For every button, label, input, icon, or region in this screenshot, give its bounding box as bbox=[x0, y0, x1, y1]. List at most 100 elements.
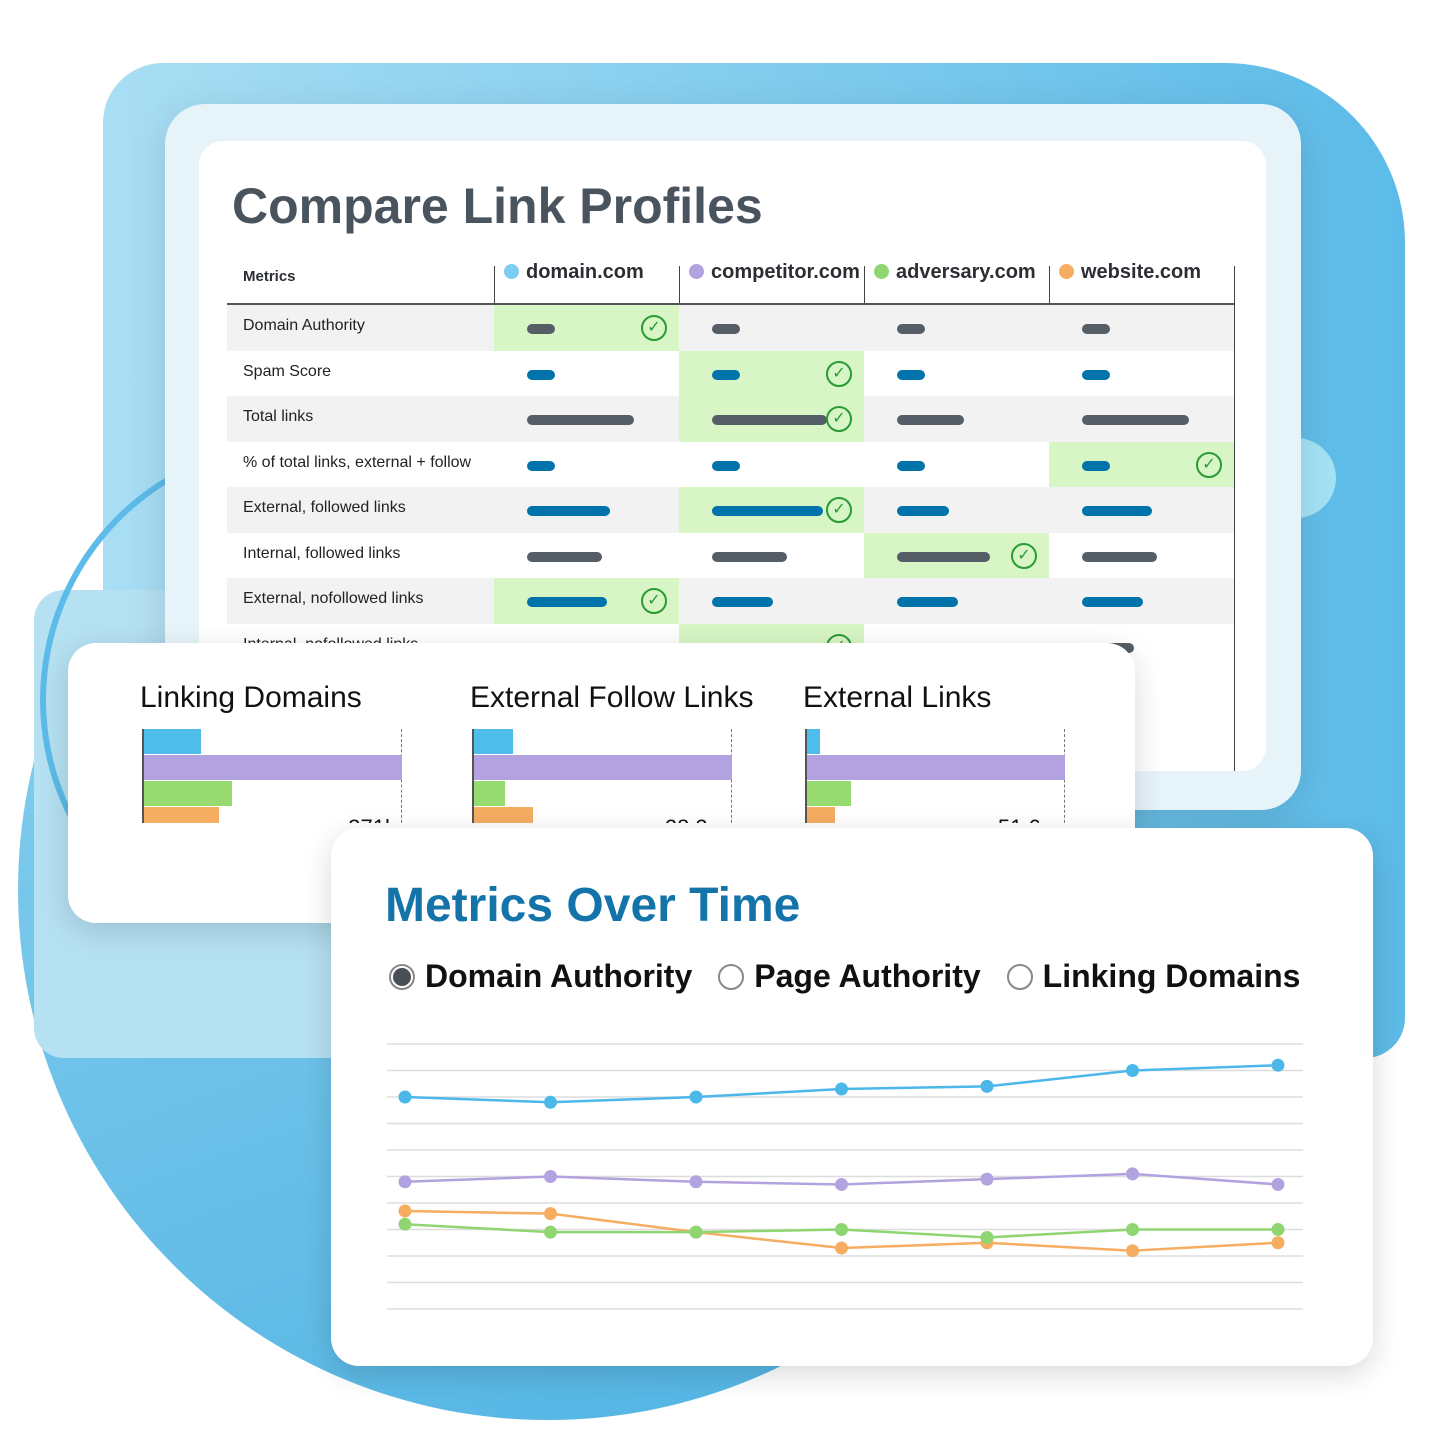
data-point[interactable] bbox=[689, 1225, 703, 1239]
metric-cell bbox=[494, 351, 679, 397]
metric-bar bbox=[527, 551, 602, 562]
metrics-over-time-card: Metrics Over Time Domain Authority Page A… bbox=[331, 828, 1373, 1366]
column-header-competitor-com[interactable]: competitor.com bbox=[689, 261, 860, 284]
radio-label: Page Authority bbox=[754, 958, 981, 994]
metric-cell: ✓ bbox=[679, 396, 864, 442]
bar-competitor bbox=[474, 755, 732, 780]
horizontal-bar-chart: 28.2m bbox=[472, 729, 732, 840]
column-header-adversary-com[interactable]: adversary.com bbox=[874, 261, 1036, 284]
bar-adversary bbox=[474, 781, 505, 806]
check-circle-icon: ✓ bbox=[641, 315, 667, 341]
radio-circle-icon[interactable] bbox=[389, 963, 415, 990]
data-point[interactable] bbox=[689, 1090, 703, 1104]
data-point[interactable] bbox=[835, 1223, 848, 1236]
metric-cell bbox=[1049, 351, 1234, 397]
bar-domain bbox=[474, 729, 513, 754]
data-point[interactable] bbox=[980, 1079, 994, 1093]
radio-label: Linking Domains bbox=[1042, 958, 1301, 994]
data-point[interactable] bbox=[980, 1230, 994, 1244]
check-circle-icon: ✓ bbox=[641, 588, 667, 614]
summary-external-links: External Links 51.6m bbox=[803, 681, 1065, 840]
radio-page-authority[interactable]: Page Authority bbox=[718, 958, 981, 995]
metric-cell bbox=[1049, 305, 1234, 351]
data-point[interactable] bbox=[398, 1217, 412, 1231]
metric-cell bbox=[494, 533, 679, 579]
summary-linking-domains: Linking Domains 371k bbox=[140, 681, 402, 840]
metric-bar bbox=[897, 369, 925, 380]
metric-cell: ✓ bbox=[494, 578, 679, 624]
metric-cell bbox=[1049, 396, 1234, 442]
table-row: Domain Authority ✓ bbox=[227, 305, 1234, 351]
metric-bar bbox=[712, 506, 823, 516]
metric-bar bbox=[1082, 324, 1110, 334]
line-chart bbox=[387, 1043, 1303, 1310]
data-point[interactable] bbox=[544, 1170, 557, 1183]
data-point[interactable] bbox=[835, 1082, 848, 1096]
metric-bar bbox=[897, 551, 990, 562]
metric-bar bbox=[1082, 506, 1152, 516]
data-point[interactable] bbox=[1126, 1223, 1139, 1236]
data-point[interactable] bbox=[544, 1095, 557, 1109]
data-point[interactable] bbox=[1271, 1236, 1285, 1250]
radio-linking-domains[interactable]: Linking Domains bbox=[1006, 958, 1301, 995]
metric-cell bbox=[679, 305, 864, 351]
data-point[interactable] bbox=[398, 1090, 412, 1104]
bar-competitor bbox=[144, 755, 402, 780]
bar-adversary bbox=[807, 781, 851, 806]
column-header-website-com[interactable]: website.com bbox=[1059, 261, 1201, 284]
data-point[interactable] bbox=[689, 1175, 703, 1189]
metric-bar bbox=[897, 597, 958, 607]
data-point[interactable] bbox=[544, 1207, 557, 1221]
radio-circle-icon[interactable] bbox=[1006, 963, 1033, 990]
data-point[interactable] bbox=[398, 1175, 412, 1189]
data-point[interactable] bbox=[1126, 1244, 1139, 1258]
metric-cell: ✓ bbox=[679, 350, 864, 397]
summary-title: External Links bbox=[803, 681, 992, 714]
data-point[interactable] bbox=[1271, 1177, 1285, 1191]
data-point[interactable] bbox=[1271, 1223, 1285, 1236]
metric-bar bbox=[712, 324, 740, 334]
summary-external-follow-links: External Follow Links 28.2m bbox=[470, 681, 753, 840]
column-header-label: competitor.com bbox=[711, 261, 860, 283]
metric-cell bbox=[864, 396, 1049, 442]
metric-bar bbox=[712, 415, 827, 425]
data-point[interactable] bbox=[835, 1241, 848, 1255]
metric-cell bbox=[494, 442, 679, 488]
data-point[interactable] bbox=[1126, 1167, 1139, 1181]
domain-color-dot bbox=[504, 264, 519, 279]
metric-label: Total links bbox=[243, 408, 314, 425]
metric-bar bbox=[712, 460, 740, 471]
table-row: Total links ✓ bbox=[227, 396, 1234, 442]
data-point[interactable] bbox=[1271, 1058, 1285, 1072]
check-circle-icon: ✓ bbox=[1196, 451, 1222, 478]
data-point[interactable] bbox=[980, 1172, 994, 1186]
metric-bar bbox=[1082, 551, 1157, 562]
data-point[interactable] bbox=[398, 1204, 412, 1218]
data-point[interactable] bbox=[835, 1177, 848, 1191]
radio-domain-authority[interactable]: Domain Authority bbox=[389, 958, 692, 995]
metric-label: Spam Score bbox=[243, 362, 332, 380]
metric-cell: ✓ bbox=[679, 487, 864, 533]
data-point[interactable] bbox=[1126, 1064, 1139, 1077]
table-row: External, followed links ✓ bbox=[227, 487, 1234, 533]
metric-bar bbox=[897, 506, 949, 516]
data-point[interactable] bbox=[544, 1225, 557, 1239]
check-circle-icon: ✓ bbox=[1011, 542, 1037, 569]
metric-cell bbox=[494, 396, 679, 442]
bar-adversary bbox=[144, 781, 232, 806]
metric-cell bbox=[679, 533, 864, 579]
bar-domain bbox=[144, 729, 201, 754]
table-row: External, nofollowed links ✓ bbox=[227, 578, 1234, 624]
section-title: Metrics Over Time bbox=[385, 879, 801, 932]
metric-bar bbox=[527, 369, 555, 380]
column-divider bbox=[1234, 266, 1235, 771]
metric-cell bbox=[1049, 578, 1234, 624]
radio-circle-icon[interactable] bbox=[718, 963, 745, 990]
metric-bar bbox=[897, 324, 925, 334]
metric-cell bbox=[864, 487, 1049, 533]
metric-bar bbox=[897, 415, 964, 425]
column-header-domain-com[interactable]: domain.com bbox=[504, 261, 644, 284]
metric-bar bbox=[712, 551, 787, 562]
horizontal-bar-chart: 51.6m bbox=[805, 729, 1065, 840]
metric-bar bbox=[527, 460, 555, 471]
